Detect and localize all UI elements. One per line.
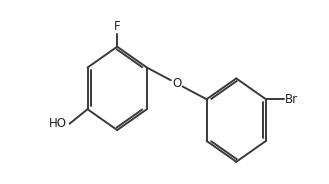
Text: HO: HO — [49, 117, 67, 130]
Text: Br: Br — [285, 93, 298, 106]
Text: F: F — [114, 20, 120, 33]
Text: O: O — [172, 77, 181, 90]
